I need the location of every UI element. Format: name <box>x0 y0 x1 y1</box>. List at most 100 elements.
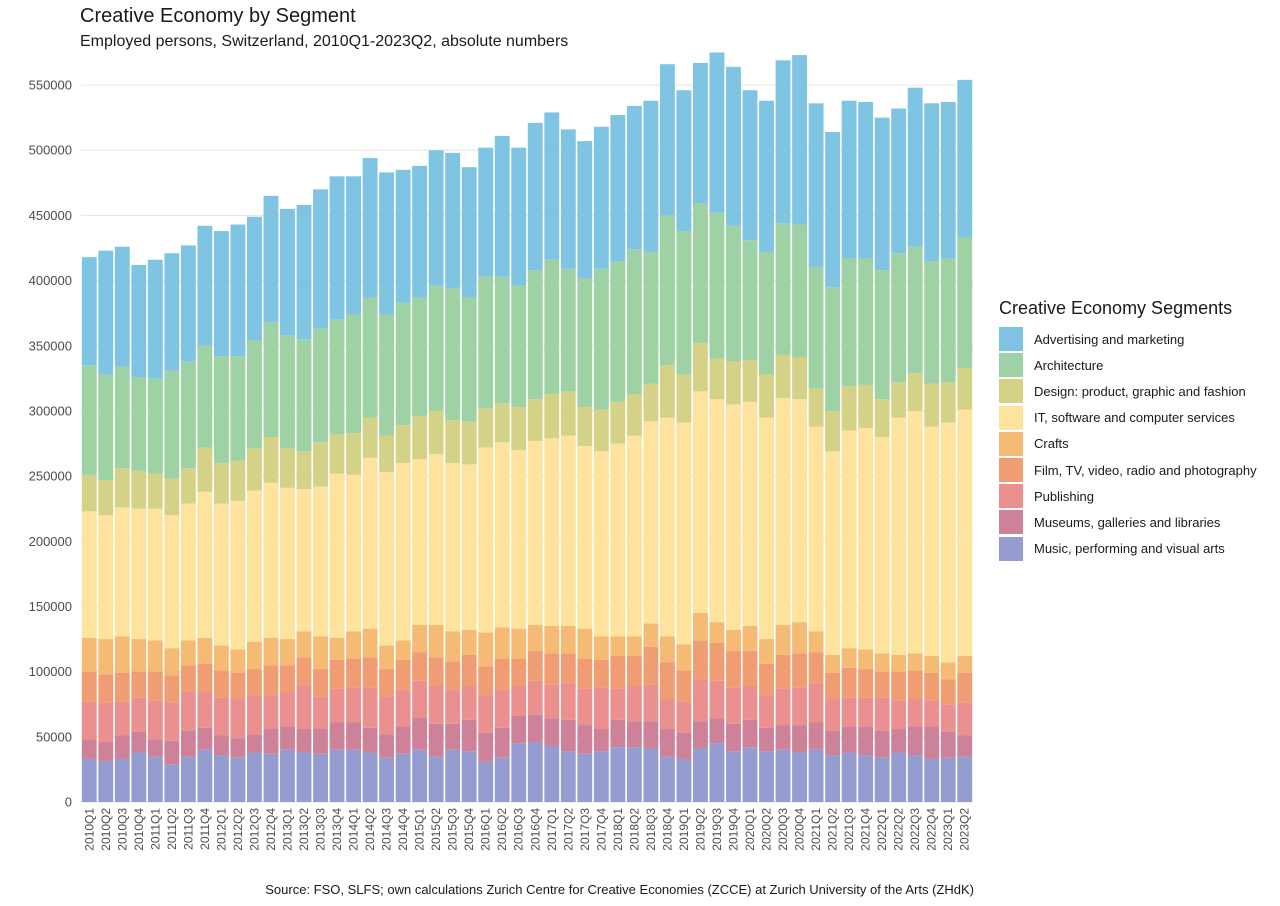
chart-subtitle: Employed persons, Switzerland, 2010Q1-20… <box>80 33 569 50</box>
bar-segment <box>164 478 180 516</box>
y-tick-label: 550000 <box>29 78 72 93</box>
bar-segment <box>230 757 246 802</box>
legend-swatch <box>999 431 1023 456</box>
bar-segment <box>346 314 361 434</box>
bar-segment <box>296 657 312 686</box>
bar-segment <box>81 758 97 802</box>
bar-segment <box>940 258 956 383</box>
bar-segment <box>197 692 213 728</box>
bar-segment <box>676 90 692 232</box>
bar-segment <box>841 648 857 668</box>
bar-segment <box>346 749 361 802</box>
bar-segment <box>676 670 692 702</box>
x-tick-label: 2020Q2 <box>760 808 774 851</box>
bar-segment <box>461 629 477 655</box>
bar-segment <box>593 729 609 752</box>
legend-swatch <box>999 327 1023 352</box>
legend-swatch <box>999 484 1023 509</box>
bar-segment <box>379 472 395 646</box>
bar-segment <box>213 231 229 357</box>
bar-segment <box>825 287 841 411</box>
bar-segment <box>808 631 824 653</box>
legend-label: Publishing <box>1034 488 1094 504</box>
bar-segment <box>280 692 295 727</box>
x-tick-label: 2013Q4 <box>330 808 344 851</box>
bar-segment <box>428 410 444 454</box>
bar-segment <box>759 100 774 252</box>
bar-segment <box>164 648 180 676</box>
legend-swatch <box>999 405 1023 430</box>
bar-segment <box>395 726 411 754</box>
bar-segment <box>445 631 461 662</box>
bar-segment <box>626 747 642 802</box>
bar-segment <box>874 697 890 731</box>
x-tick-label: 2016Q1 <box>479 808 493 851</box>
bar-segment <box>825 410 841 452</box>
bar-segment <box>511 450 527 629</box>
bar-segment <box>610 115 626 262</box>
bar-segment <box>213 356 229 464</box>
y-tick-label: 50000 <box>36 729 72 744</box>
bar-segment <box>511 715 527 744</box>
bar-segment <box>511 628 527 659</box>
bar-segment <box>659 215 675 366</box>
bar-segment <box>114 735 130 759</box>
y-tick-label: 500000 <box>29 143 72 158</box>
bar-segment <box>395 425 411 464</box>
bar-segment <box>841 667 857 698</box>
bar-segment <box>329 434 345 474</box>
bar-segment <box>759 751 774 802</box>
x-tick-label: 2011Q2 <box>165 808 179 850</box>
bar-segment <box>230 500 246 650</box>
bar-segment <box>940 422 956 663</box>
bar-segment <box>280 749 295 802</box>
bar-segment <box>147 756 163 802</box>
legend-label: Crafts <box>1034 436 1069 452</box>
bar-segment <box>478 695 494 733</box>
bar-segment <box>81 365 97 475</box>
bar-segment <box>412 165 428 298</box>
y-tick-label: 350000 <box>29 338 72 353</box>
bar-segment <box>907 410 923 654</box>
bar-segment <box>726 723 741 752</box>
bar-segment <box>213 697 229 736</box>
bar-segment <box>362 727 378 753</box>
bar-segment <box>693 612 708 641</box>
bar-segment <box>709 399 725 623</box>
bar-segment <box>742 747 758 802</box>
bar-segment <box>131 752 147 802</box>
bar-segment <box>759 695 774 728</box>
y-tick-label: 0 <box>65 795 72 810</box>
bar-segment <box>841 100 857 259</box>
bar-segment <box>593 409 609 452</box>
bar-segment <box>726 629 741 651</box>
x-tick-label: 2013Q3 <box>314 808 328 851</box>
bar-segment <box>263 753 279 802</box>
bar-segment <box>461 421 477 465</box>
bar-segment <box>412 624 428 653</box>
bar-segment <box>709 212 725 359</box>
bar-segment <box>461 751 477 802</box>
bar-segment <box>280 487 295 640</box>
x-tick-label: 2014Q4 <box>396 808 410 851</box>
bar-segment <box>924 758 940 802</box>
x-tick-label: 2018Q1 <box>611 808 625 851</box>
bar-segment <box>362 752 378 802</box>
bar-segment <box>693 640 708 680</box>
bar-segment <box>247 752 262 802</box>
bar-segment <box>924 672 940 701</box>
bar-segment <box>825 654 841 673</box>
legend-title: Creative Economy Segments <box>999 298 1233 318</box>
bar-segment <box>626 394 642 436</box>
bar-segment <box>197 491 213 638</box>
bar-segment <box>147 508 163 641</box>
bar-segment <box>874 117 890 271</box>
bar-segment <box>346 631 361 659</box>
bar-segment <box>395 463 411 641</box>
bar-segment <box>924 726 940 759</box>
bar-segment <box>957 656 973 673</box>
bar-segment <box>379 645 395 670</box>
bar-segment <box>693 343 708 392</box>
bar-segment <box>494 403 510 443</box>
x-tick-label: 2019Q3 <box>710 808 724 851</box>
